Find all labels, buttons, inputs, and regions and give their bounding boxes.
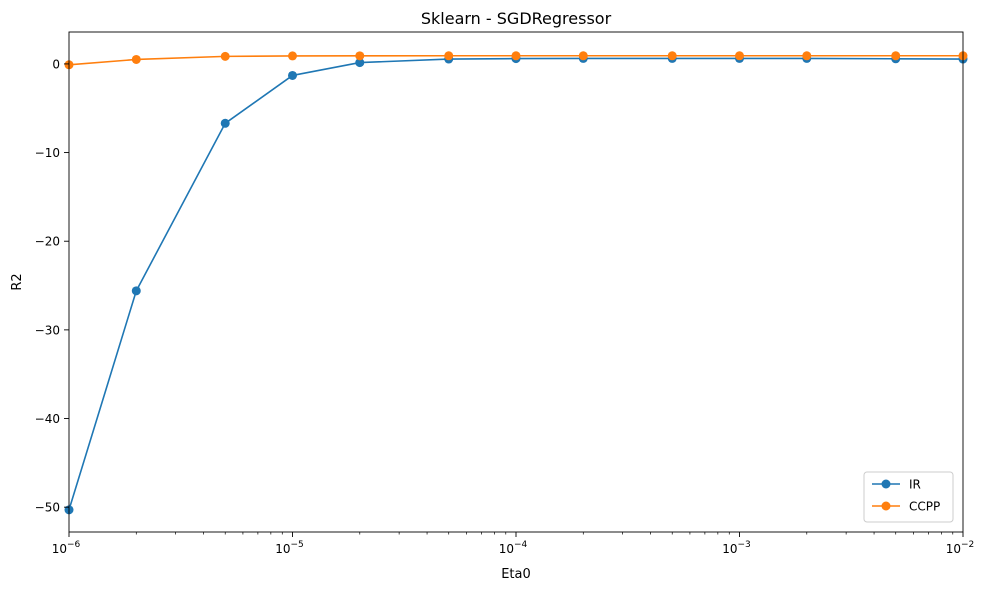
y-tick-label: 0: [52, 57, 60, 71]
data-point-ir: [288, 70, 297, 80]
x-tick-label: 10−6: [52, 540, 81, 556]
data-point-ccpp: [667, 51, 677, 61]
chart-title: Sklearn - SGDRegressor: [421, 9, 612, 28]
plot-area: [64, 51, 968, 515]
data-point-ccpp: [511, 51, 521, 61]
legend-swatch-marker: [881, 501, 891, 511]
x-tick-label: 10−2: [946, 540, 975, 556]
data-point-ir: [355, 58, 365, 68]
data-point-ccpp: [288, 51, 297, 61]
data-point-ir: [131, 286, 141, 296]
y-tick-label: −50: [35, 501, 60, 515]
plot-frame: [68, 31, 964, 533]
x-axis-label: Eta0: [501, 567, 531, 582]
y-tick-label: −40: [35, 412, 60, 426]
x-tick-label: 10−3: [722, 540, 751, 556]
series-line-ir: [68, 57, 964, 511]
x-tick-label: 10−5: [275, 540, 304, 556]
legend-label: IR: [909, 478, 921, 492]
legend-entry-ccpp: CCPP: [872, 500, 940, 514]
data-point-ccpp: [802, 51, 812, 61]
y-tick-label: −30: [35, 323, 60, 337]
y-tick-label: −10: [35, 146, 60, 160]
data-point-ccpp: [891, 51, 901, 61]
legend: IR CCPP: [863, 471, 954, 523]
data-point-ccpp: [578, 51, 588, 61]
data-point-ccpp: [735, 51, 744, 61]
axes: 10−6 10−5 10−4 10−3 10−2 0 −10 −20 −30 −40 −50: [35, 31, 975, 556]
data-point-ccpp: [444, 51, 454, 61]
y-axis-label: R2: [10, 273, 25, 290]
data-point-ccpp: [355, 51, 365, 61]
legend-entry-ir: IR: [872, 478, 921, 492]
series-ir: [64, 53, 968, 515]
x-tick-label: 10−4: [499, 540, 528, 556]
y-tick-label: −20: [35, 235, 60, 249]
legend-swatch-marker: [881, 479, 891, 489]
data-point-ir: [220, 118, 230, 128]
legend-label: CCPP: [909, 500, 940, 514]
data-point-ccpp: [220, 51, 230, 61]
data-point-ccpp: [131, 54, 141, 64]
